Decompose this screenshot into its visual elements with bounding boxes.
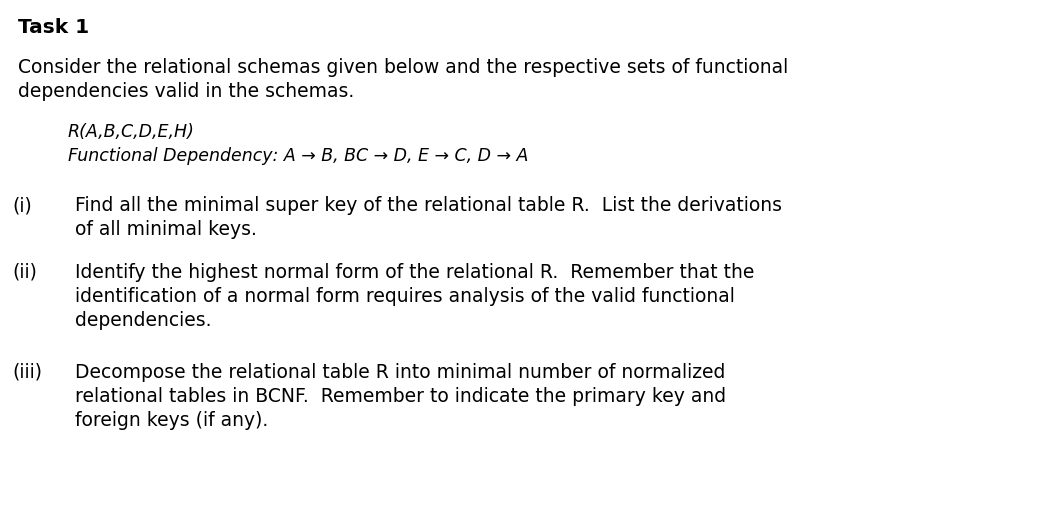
Text: R(A,B,C,D,E,H): R(A,B,C,D,E,H) bbox=[68, 123, 195, 141]
Text: dependencies valid in the schemas.: dependencies valid in the schemas. bbox=[18, 82, 354, 101]
Text: Identify the highest normal form of the relational R.  Remember that the: Identify the highest normal form of the … bbox=[75, 263, 755, 282]
Text: (ii): (ii) bbox=[12, 263, 37, 282]
Text: identification of a normal form requires analysis of the valid functional: identification of a normal form requires… bbox=[75, 287, 735, 306]
Text: Consider the relational schemas given below and the respective sets of functiona: Consider the relational schemas given be… bbox=[18, 58, 788, 77]
Text: Functional Dependency: A → B, BC → D, E → C, D → A: Functional Dependency: A → B, BC → D, E … bbox=[68, 147, 529, 165]
Text: Task 1: Task 1 bbox=[18, 18, 89, 37]
Text: of all minimal keys.: of all minimal keys. bbox=[75, 220, 257, 239]
Text: (iii): (iii) bbox=[12, 363, 42, 382]
Text: dependencies.: dependencies. bbox=[75, 311, 211, 330]
Text: foreign keys (if any).: foreign keys (if any). bbox=[75, 411, 268, 430]
Text: (i): (i) bbox=[12, 196, 31, 215]
Text: Find all the minimal super key of the relational table R.  List the derivations: Find all the minimal super key of the re… bbox=[75, 196, 782, 215]
Text: relational tables in BCNF.  Remember to indicate the primary key and: relational tables in BCNF. Remember to i… bbox=[75, 387, 727, 406]
Text: Decompose the relational table R into minimal number of normalized: Decompose the relational table R into mi… bbox=[75, 363, 726, 382]
